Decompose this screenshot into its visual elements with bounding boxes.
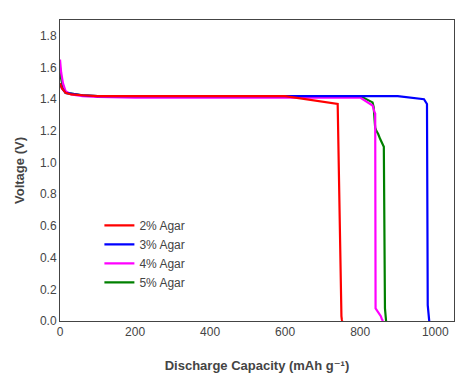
svg-text:Voltage (V): Voltage (V) xyxy=(12,137,27,204)
svg-text:4% Agar: 4% Agar xyxy=(139,257,184,271)
svg-text:0.0: 0.0 xyxy=(40,314,57,328)
svg-text:1.2: 1.2 xyxy=(40,124,57,138)
svg-text:800: 800 xyxy=(350,325,370,339)
svg-text:600: 600 xyxy=(275,325,295,339)
svg-text:1.0: 1.0 xyxy=(40,156,57,170)
svg-text:0: 0 xyxy=(57,325,64,339)
svg-text:Discharge Capacity (mAh g⁻¹): Discharge Capacity (mAh g⁻¹) xyxy=(165,358,350,373)
svg-text:5% Agar: 5% Agar xyxy=(139,276,184,290)
svg-text:0.2: 0.2 xyxy=(40,283,57,297)
svg-text:3% Agar: 3% Agar xyxy=(139,238,184,252)
svg-text:0.6: 0.6 xyxy=(40,219,57,233)
svg-text:1.8: 1.8 xyxy=(40,29,57,43)
svg-text:0.8: 0.8 xyxy=(40,187,57,201)
svg-text:200: 200 xyxy=(125,325,145,339)
svg-text:400: 400 xyxy=(200,325,220,339)
svg-text:1.4: 1.4 xyxy=(40,92,57,106)
svg-text:0.4: 0.4 xyxy=(40,251,57,265)
svg-text:1.6: 1.6 xyxy=(40,61,57,75)
svg-text:1000: 1000 xyxy=(422,325,449,339)
svg-text:2% Agar: 2% Agar xyxy=(139,219,184,233)
